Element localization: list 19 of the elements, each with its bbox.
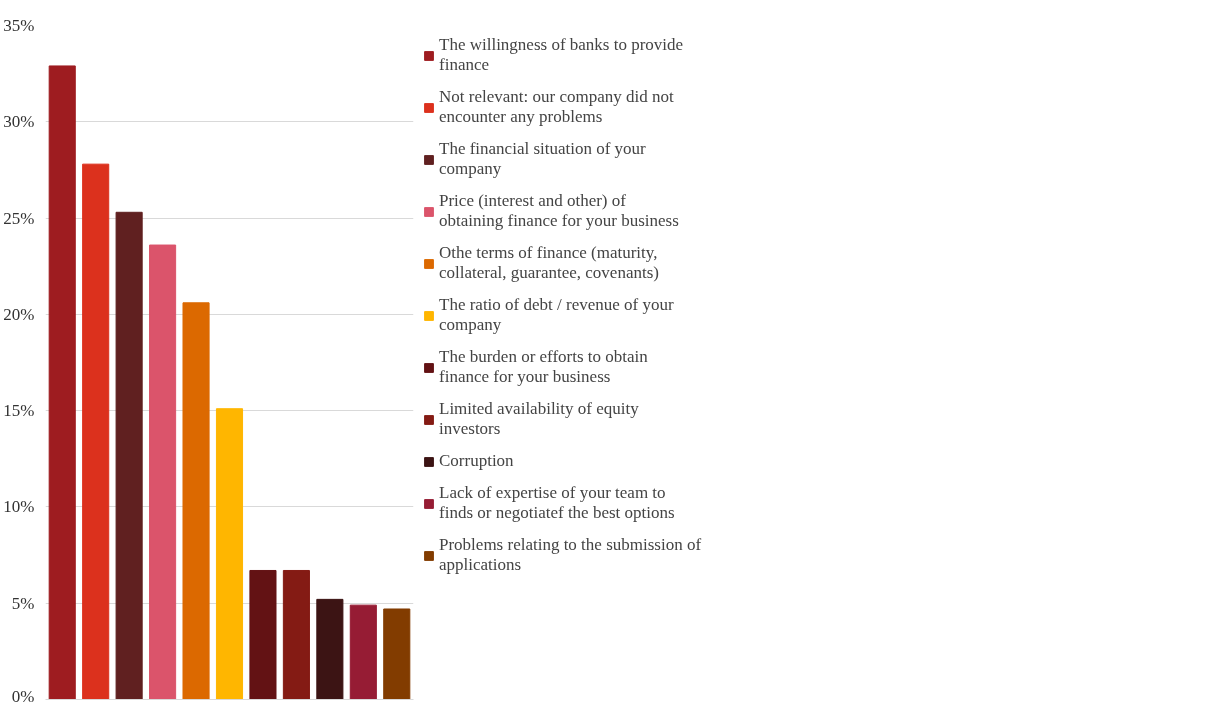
y-tick-label: 20%: [3, 304, 35, 324]
legend-label: The financial situation of your company: [439, 139, 646, 179]
legend-label: Corruption: [439, 451, 514, 471]
legend-label: Limited availability of equity investors: [439, 399, 639, 439]
legend-label: Lack of expertise of your team to finds or negotiatef the best options: [439, 483, 675, 523]
legend-label: Problems relating to the submission of applications: [439, 535, 702, 575]
legend-label: Othe terms of finance (maturity, collateral, guarantee, covenants): [439, 243, 659, 283]
y-tick-label: 10%: [3, 497, 35, 517]
legend-label: The willingness of banks to provide finance: [439, 35, 684, 75]
legend-label: Price (interest and other) of obtaining finance for your business: [439, 191, 679, 231]
legend-label: The burden or efforts to obtain finance for your business: [439, 347, 648, 387]
y-tick-label: 5%: [11, 593, 35, 613]
y-tick-label: 15%: [3, 401, 35, 421]
y-tick-label: 0%: [11, 686, 35, 706]
legend-label: Not relevant: our company did not encounter any problems: [439, 87, 674, 127]
y-tick-label: 25%: [3, 208, 35, 228]
legend-label: The ratio of debt / revenue of your company: [439, 295, 674, 335]
y-tick-label: 35%: [3, 16, 35, 35]
y-tick-label: 30%: [3, 112, 35, 132]
